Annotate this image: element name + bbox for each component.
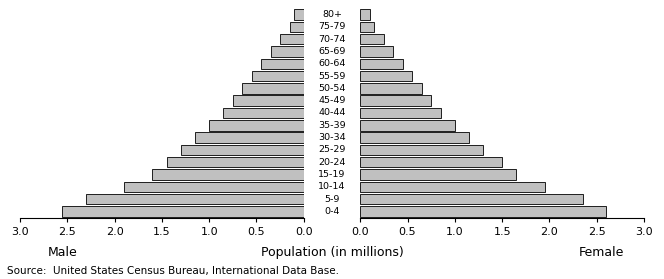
Bar: [153, 169, 304, 180]
Text: 5-9: 5-9: [324, 195, 340, 204]
Bar: [252, 71, 304, 81]
Text: 60-64: 60-64: [318, 59, 346, 68]
Text: Source:  United States Census Bureau, International Data Base.: Source: United States Census Bureau, Int…: [7, 266, 339, 276]
Bar: [209, 120, 304, 131]
Bar: [271, 46, 304, 57]
Bar: [181, 145, 304, 155]
Bar: [360, 120, 455, 131]
Text: 35-39: 35-39: [318, 121, 346, 130]
Bar: [233, 95, 304, 106]
Bar: [360, 46, 393, 57]
Text: 75-79: 75-79: [318, 22, 346, 31]
Bar: [360, 157, 502, 167]
Bar: [360, 21, 374, 32]
Text: 80+: 80+: [322, 10, 342, 19]
Bar: [360, 132, 469, 143]
Text: 65-69: 65-69: [318, 47, 346, 56]
Text: Male: Male: [48, 246, 78, 259]
Bar: [280, 34, 304, 44]
Bar: [167, 157, 304, 167]
Bar: [360, 83, 422, 94]
Text: 40-44: 40-44: [318, 109, 346, 117]
Bar: [360, 9, 370, 20]
Text: 25-29: 25-29: [318, 145, 346, 154]
Text: 10-14: 10-14: [318, 182, 346, 191]
Bar: [290, 21, 304, 32]
Bar: [294, 9, 304, 20]
Text: 30-34: 30-34: [318, 133, 346, 142]
Bar: [360, 34, 384, 44]
Text: 15-19: 15-19: [318, 170, 346, 179]
Text: 0-4: 0-4: [324, 207, 340, 216]
Bar: [360, 206, 606, 217]
Bar: [360, 59, 403, 69]
Text: 50-54: 50-54: [318, 84, 346, 93]
Bar: [360, 194, 582, 205]
Text: 55-59: 55-59: [318, 72, 346, 81]
Bar: [261, 59, 304, 69]
Bar: [242, 83, 304, 94]
Bar: [360, 145, 483, 155]
Bar: [62, 206, 304, 217]
Text: 70-74: 70-74: [318, 35, 346, 44]
Bar: [360, 169, 517, 180]
Text: Female: Female: [579, 246, 624, 259]
Bar: [360, 182, 544, 192]
Bar: [223, 108, 304, 118]
Text: 45-49: 45-49: [318, 96, 346, 105]
Bar: [360, 95, 431, 106]
Bar: [195, 132, 304, 143]
Bar: [124, 182, 304, 192]
Text: 20-24: 20-24: [318, 158, 346, 167]
Text: Population (in millions): Population (in millions): [261, 246, 403, 259]
Bar: [360, 108, 441, 118]
Bar: [86, 194, 304, 205]
Bar: [360, 71, 412, 81]
